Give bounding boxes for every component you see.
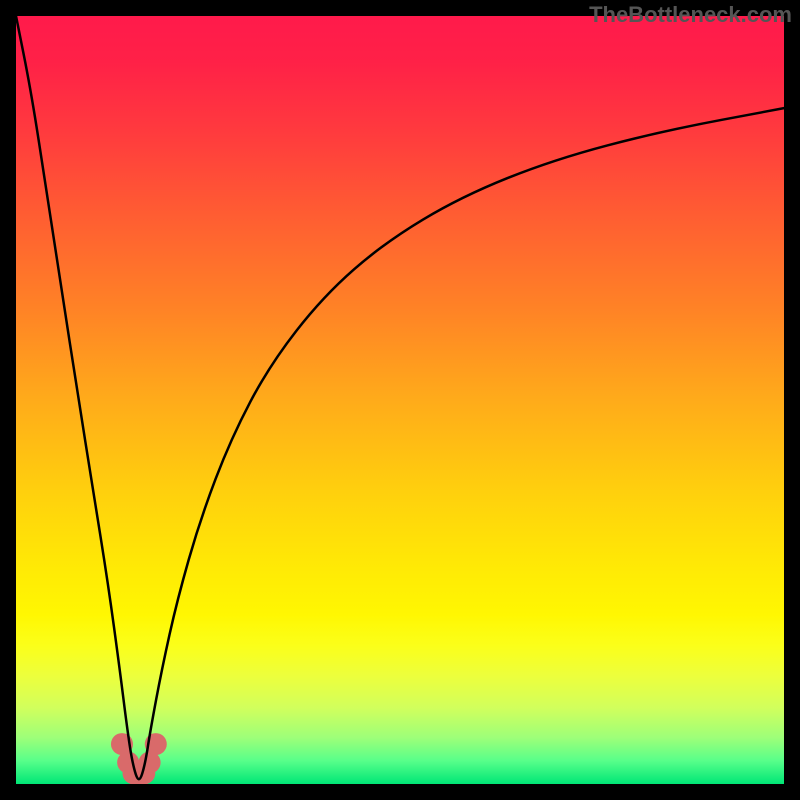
- bottleneck-chart: [0, 0, 800, 800]
- chart-container: { "meta": { "watermark_text": "TheBottle…: [0, 0, 800, 800]
- watermark-text: TheBottleneck.com: [589, 2, 792, 28]
